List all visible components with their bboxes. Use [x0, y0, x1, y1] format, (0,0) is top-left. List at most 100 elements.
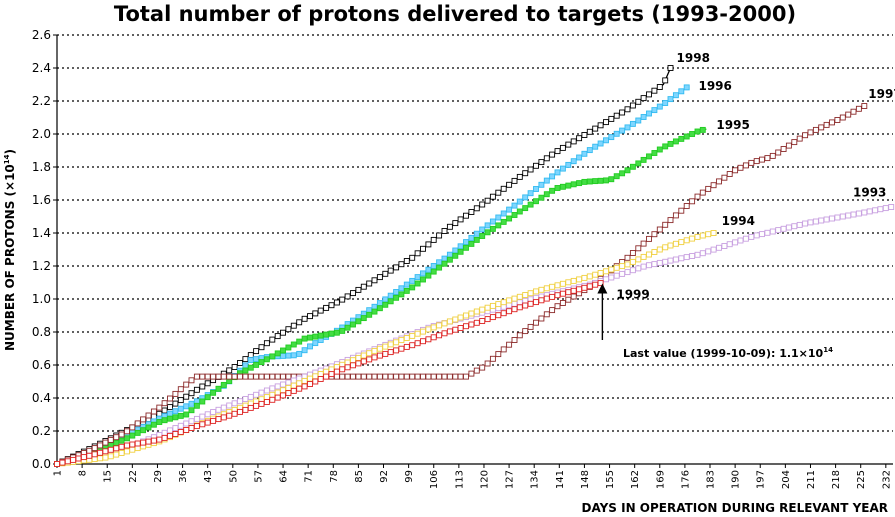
data-point: [161, 417, 168, 424]
data-point: [263, 394, 270, 401]
data-point: [247, 373, 254, 380]
data-point: [253, 356, 260, 363]
data-point: [80, 454, 87, 461]
series-label-1997: 1997: [868, 87, 895, 101]
data-point: [355, 360, 362, 367]
data-point: [812, 218, 819, 225]
x-tick-label: 197: [756, 470, 767, 489]
data-point: [167, 404, 173, 411]
data-point: [576, 286, 583, 293]
data-point: [204, 419, 211, 426]
data-point: [516, 299, 523, 306]
data-point: [371, 347, 378, 354]
data-point: [258, 400, 265, 407]
data-point: [511, 295, 518, 302]
data-point: [118, 443, 125, 450]
x-tick-label: 225: [856, 470, 867, 489]
data-point: [672, 256, 679, 263]
data-point: [694, 128, 701, 135]
x-tick-label: 29: [153, 470, 164, 483]
data-point: [446, 318, 453, 325]
data-point: [161, 429, 168, 436]
data-point: [705, 248, 712, 255]
y-tick-label: 0.8: [32, 325, 51, 339]
data-point: [441, 320, 448, 327]
data-point: [576, 276, 583, 283]
x-tick-label: 92: [379, 470, 390, 483]
data-point: [446, 256, 453, 263]
data-point: [360, 358, 367, 365]
data-point: [489, 193, 496, 200]
data-point: [382, 296, 389, 303]
data-point: [124, 442, 130, 449]
annotation-text-main: Last value (1999-10-09): 1.1×10: [623, 347, 824, 360]
data-point: [344, 293, 351, 300]
data-point: [167, 432, 173, 439]
data-point: [479, 233, 486, 239]
data-point: [586, 273, 593, 280]
data-point: [118, 431, 125, 438]
data-point: [506, 341, 513, 348]
data-point: [468, 370, 475, 377]
data-point: [199, 373, 206, 380]
data-point: [586, 178, 593, 185]
data-point: [603, 276, 609, 283]
x-tick-label: 211: [806, 470, 817, 489]
data-point: [635, 245, 642, 252]
data-point: [269, 353, 276, 360]
series-labels: 1998 1996 1995 1997 1993 1994 1999: [616, 51, 895, 302]
data-point: [753, 232, 760, 239]
data-point: [140, 427, 147, 434]
data-point: [193, 402, 200, 409]
data-point: [350, 357, 356, 364]
data-point: [280, 392, 286, 399]
data-point: [371, 303, 378, 310]
data-point: [199, 421, 206, 428]
data-point: [533, 319, 539, 326]
data-point: [263, 399, 270, 405]
data-point: [376, 305, 383, 312]
x-tick-label: 162: [630, 470, 641, 489]
data-point: [683, 84, 690, 91]
data-point: [290, 322, 297, 329]
x-tick-label: 176: [680, 470, 691, 489]
data-point: [683, 133, 690, 140]
data-point: [107, 453, 114, 460]
data-point: [193, 373, 200, 380]
data-point: [646, 235, 652, 242]
data-point: [468, 209, 475, 215]
data-point: [193, 386, 200, 393]
data-point: [716, 178, 722, 185]
data-point: [570, 293, 577, 300]
data-point: [796, 135, 803, 142]
data-point: [269, 336, 276, 343]
y-axis-title-exponent: 14: [3, 154, 11, 164]
data-point: [565, 182, 572, 189]
x-tick-label: 155: [605, 470, 616, 489]
data-point: [204, 373, 211, 380]
data-point: [280, 329, 286, 336]
data-point: [393, 373, 400, 380]
data-point: [441, 255, 448, 262]
data-point: [263, 373, 270, 380]
data-point: [629, 267, 636, 274]
data-point: [678, 239, 685, 246]
data-point: [726, 241, 733, 248]
data-point: [495, 301, 502, 308]
data-point: [662, 244, 669, 251]
data-point: [527, 323, 534, 330]
data-point: [500, 185, 507, 192]
data-point: [457, 373, 464, 380]
data-point: [220, 414, 227, 421]
data-point: [253, 391, 260, 398]
data-point: [350, 321, 356, 328]
data-point: [656, 246, 663, 253]
data-point: [834, 214, 841, 221]
data-point: [640, 114, 647, 120]
x-tick-label: 204: [781, 470, 792, 489]
data-point: [97, 449, 104, 456]
data-point: [554, 148, 561, 155]
data-point: [549, 151, 556, 158]
data-point: [640, 95, 647, 102]
x-tick-label: 134: [530, 470, 541, 489]
